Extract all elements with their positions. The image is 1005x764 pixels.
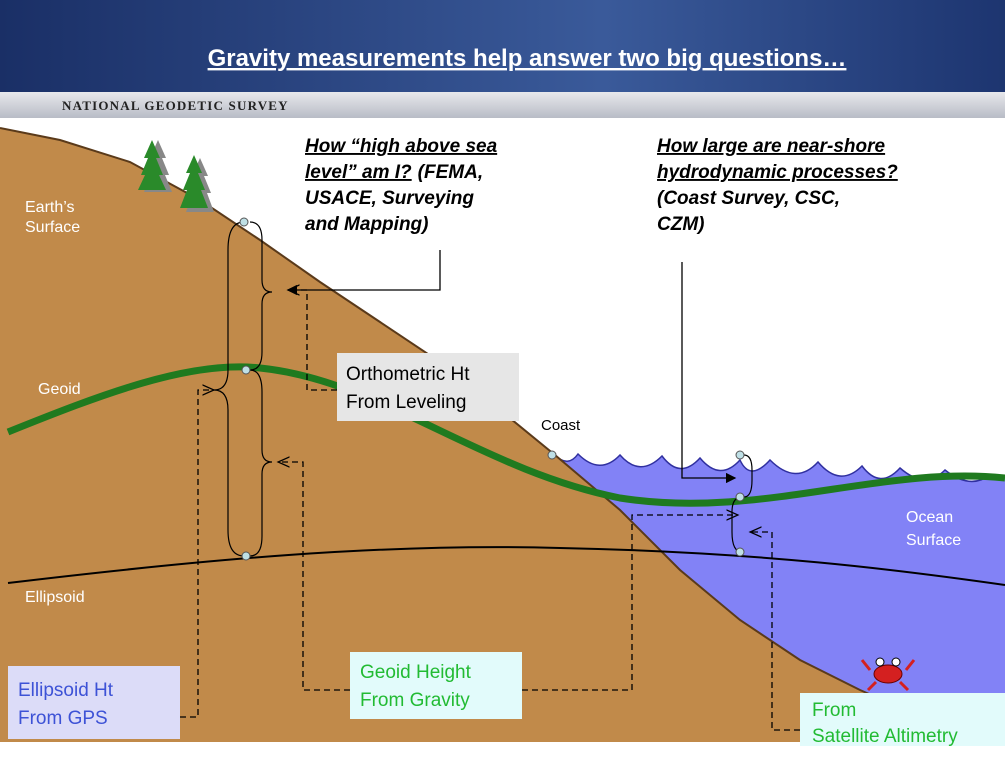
question-line: How “high above sea [305,136,498,157]
page: Gravity slide {"header":{"title":"Gravit… [0,0,1005,759]
shape [874,665,902,683]
shape [876,658,884,666]
body: Gravity measurements help answer two big… [0,0,1005,759]
agency: NATIONAL GEODETIC SURVEY [62,98,289,113]
box-line: From GPS [18,708,108,729]
box-line: Ellipsoid Ht [18,680,114,701]
question-line: and Mapping) [305,214,428,235]
shape [736,451,744,459]
question-1: How “high above sea level” am I? (FEMA, U… [305,136,502,235]
label-line: Ocean [906,509,953,526]
shape [242,366,250,374]
question-line: level” am I? [305,162,412,183]
shape [548,451,556,459]
label-line: Surface [25,219,80,236]
question-line: hydrodynamic processes? [657,162,898,183]
box-line: From Gravity [360,690,470,711]
box-line: From [812,700,856,721]
question-line: (Coast Survey, CSC, [657,188,840,209]
label-line: Surface [906,532,961,549]
box-line: From Leveling [346,392,466,413]
geoid-label: Geoid [38,381,81,398]
box-line: Satellite Altimetry [812,726,958,747]
shape [736,493,744,501]
shape [736,548,744,556]
box-line: Orthometric Ht [346,364,470,385]
slide: Gravity measurements help answer two big… [0,0,1005,759]
question-2: How large are near-shore hydrodynamic pr… [657,136,903,235]
box-line: Geoid Height [360,662,472,683]
question-line: (FEMA, [418,162,483,183]
label-line: Earth’s [25,199,75,216]
question-line: CZM) [657,214,704,235]
shape [242,552,250,560]
coast-label: Coast [541,417,581,434]
shape [892,658,900,666]
question-line: How large are near-shore [657,136,886,157]
title: Gravity measurements help answer two big… [208,45,847,72]
arrow [682,262,735,478]
question-line: USACE, Surveying [305,188,474,209]
shape [240,218,248,226]
ellipsoid-label: Ellipsoid [25,589,85,606]
